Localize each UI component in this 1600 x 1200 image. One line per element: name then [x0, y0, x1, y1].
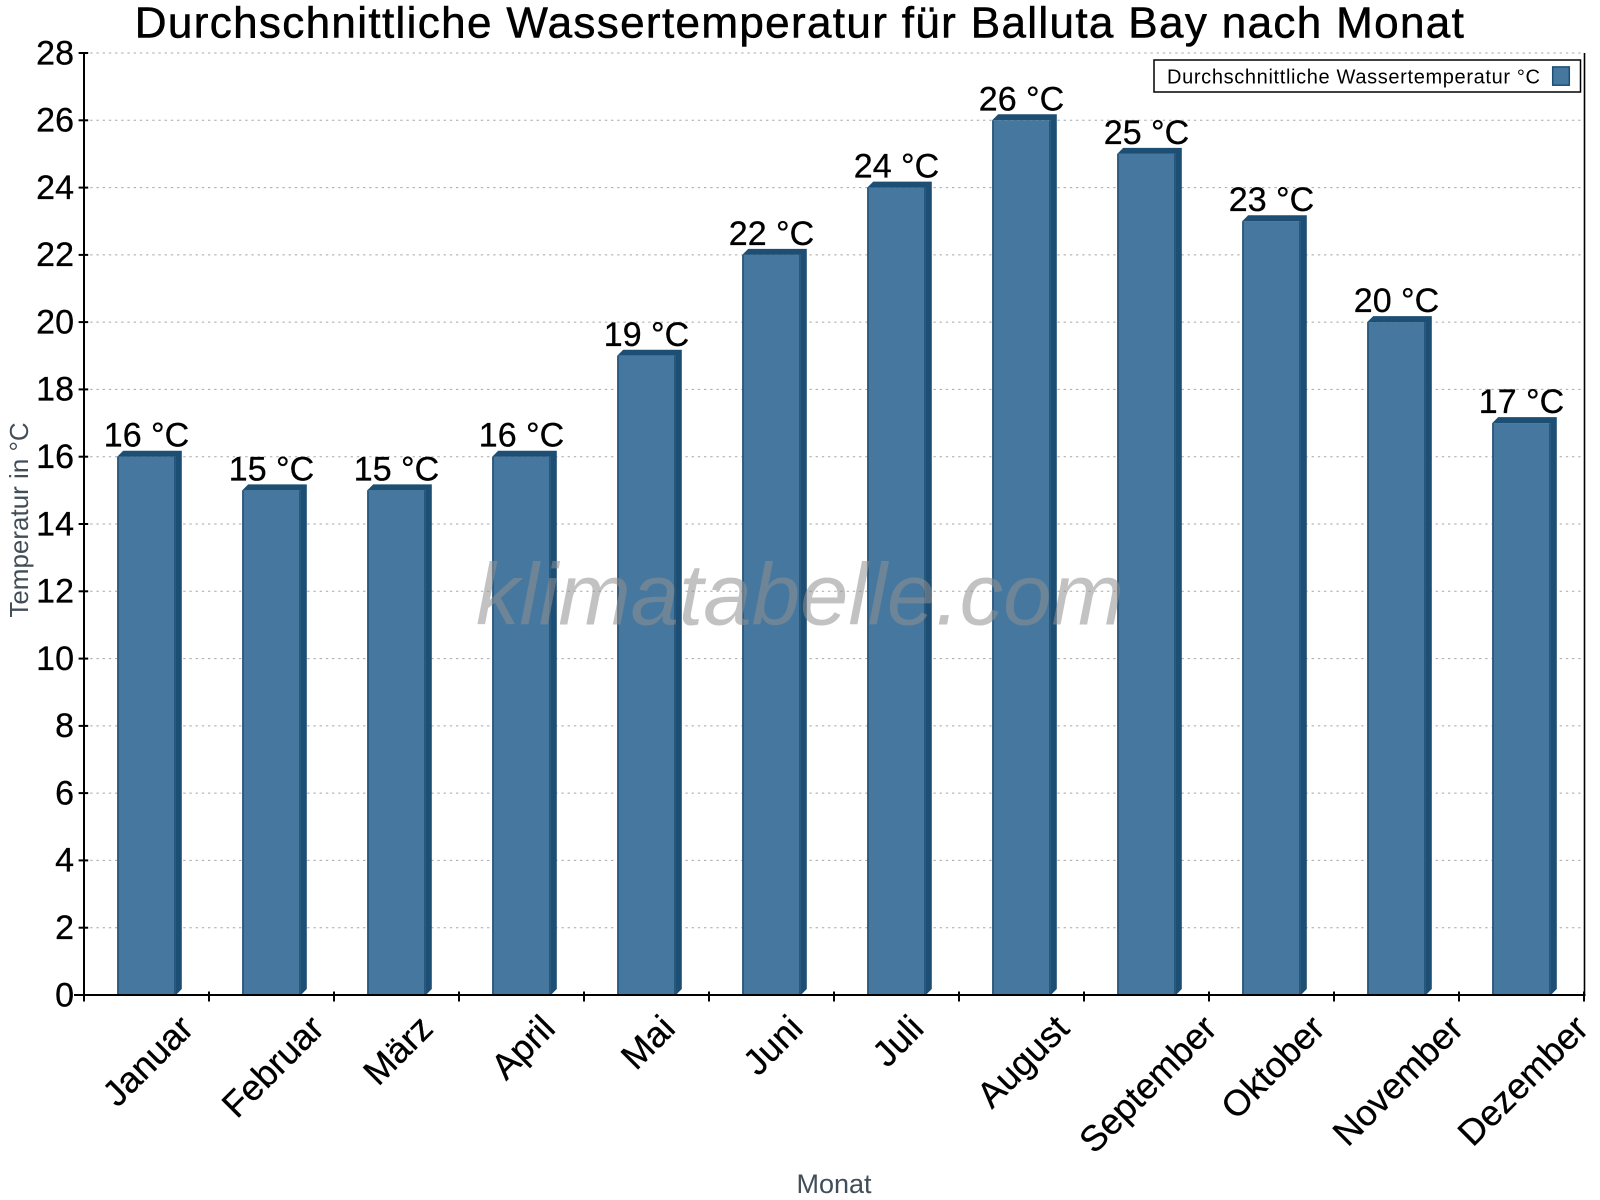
svg-text:20: 20	[36, 303, 74, 341]
svg-text:26: 26	[36, 102, 74, 140]
svg-text:26 °C: 26 °C	[979, 80, 1064, 118]
svg-text:12: 12	[36, 573, 74, 611]
svg-text:16 °C: 16 °C	[104, 417, 189, 455]
svg-text:Temperatur in °C: Temperatur in °C	[4, 422, 34, 617]
svg-text:14: 14	[36, 505, 74, 543]
svg-text:24 °C: 24 °C	[854, 148, 939, 186]
svg-text:22 °C: 22 °C	[729, 215, 814, 253]
svg-text:Durchschnittliche Wassertemper: Durchschnittliche Wassertemperatur °C	[1167, 66, 1541, 88]
svg-text:17 °C: 17 °C	[1479, 383, 1564, 421]
svg-text:25 °C: 25 °C	[1104, 114, 1189, 152]
svg-text:6: 6	[55, 774, 74, 812]
svg-text:16: 16	[36, 438, 74, 476]
svg-text:2: 2	[55, 909, 74, 947]
svg-text:16 °C: 16 °C	[479, 417, 564, 455]
svg-text:18: 18	[36, 371, 74, 409]
svg-text:15 °C: 15 °C	[354, 450, 439, 488]
svg-text:0: 0	[55, 976, 74, 1014]
svg-text:20 °C: 20 °C	[1354, 282, 1439, 320]
svg-text:22: 22	[36, 236, 74, 274]
svg-text:8: 8	[55, 707, 74, 745]
svg-text:Durchschnittliche Wassertemper: Durchschnittliche Wassertemperatur für B…	[135, 0, 1465, 48]
svg-text:28: 28	[36, 34, 74, 72]
svg-text:klimatabelle.com: klimatabelle.com	[476, 547, 1124, 644]
svg-text:10: 10	[36, 640, 74, 678]
svg-text:Monat: Monat	[796, 1169, 872, 1199]
svg-text:24: 24	[36, 169, 74, 207]
svg-text:19 °C: 19 °C	[604, 316, 689, 354]
svg-text:23 °C: 23 °C	[1229, 181, 1314, 219]
svg-text:15 °C: 15 °C	[229, 450, 314, 488]
svg-text:4: 4	[55, 842, 74, 880]
